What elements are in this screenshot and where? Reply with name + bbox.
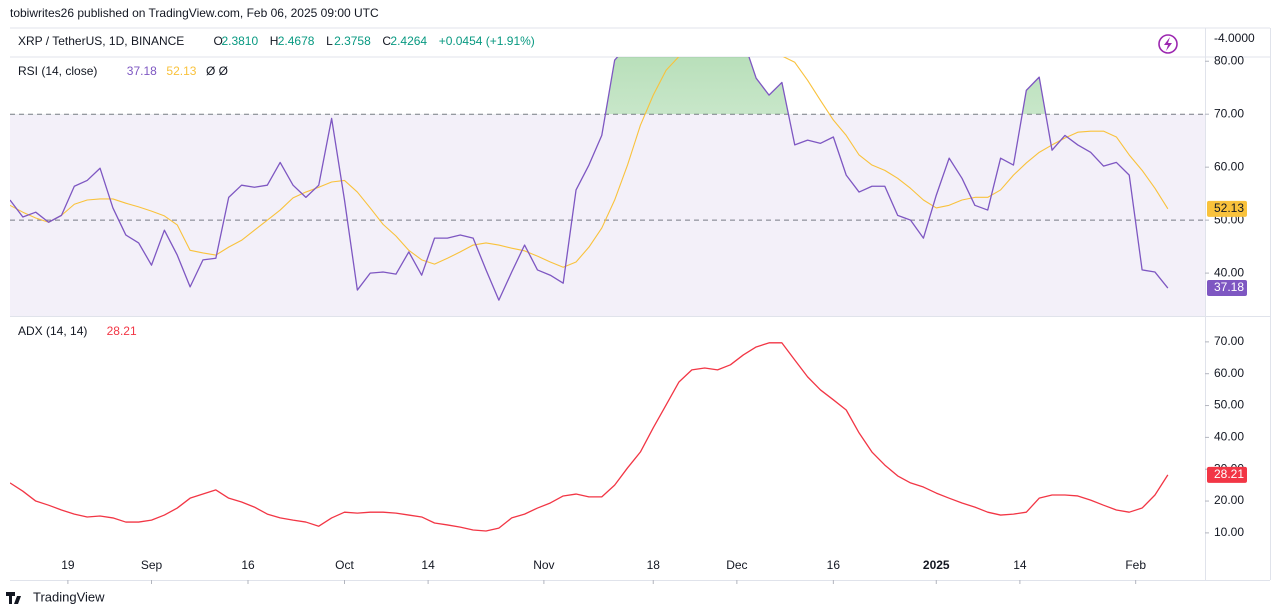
x-tick-label: 16	[241, 558, 255, 572]
pane	[10, 57, 1205, 316]
x-tick-label: Oct	[335, 558, 354, 572]
ohlc-key: O	[213, 34, 222, 48]
pane	[10, 342, 1169, 532]
x-tick-label: Sep	[141, 558, 163, 572]
indicator-title: ADX (14, 14)	[18, 324, 87, 338]
y-tick-label: 60.00	[1214, 366, 1244, 380]
ohlc-value: 2.4264	[390, 34, 427, 48]
brand-text: TradingView	[33, 589, 105, 604]
x-tick-label: Feb	[1125, 558, 1146, 572]
y-tick-label: 20.00	[1214, 493, 1244, 507]
price-axis-label: -4.0000	[1214, 31, 1255, 45]
ohlc-value: 2.3810	[221, 34, 258, 48]
alert-icon[interactable]	[1158, 34, 1178, 54]
x-tick-label: 18	[647, 558, 661, 572]
published-line: tobiwrites26 published on TradingView.co…	[10, 6, 379, 20]
x-tick-label: Nov	[533, 558, 554, 572]
y-tick-label: 80.00	[1214, 53, 1244, 67]
brand-logo[interactable]: TradingView	[6, 589, 105, 604]
last-value-box	[1207, 200, 1247, 217]
y-tick-label: 50.00	[1214, 398, 1244, 412]
x-tick-label: 2025	[923, 558, 950, 572]
ohlc-key: C	[382, 34, 391, 48]
last-value-label: 37.18	[1214, 280, 1244, 294]
y-tick-label: 10.00	[1214, 525, 1244, 539]
y-tick-label: 70.00	[1214, 334, 1244, 348]
x-tick-label: 14	[1013, 558, 1027, 572]
x-tick-label: 19	[61, 558, 75, 572]
legend-value: 28.21	[107, 324, 137, 338]
legend-symbols: Ø Ø	[206, 64, 228, 78]
ohlc-value: 2.3758	[334, 34, 371, 48]
last-value-box	[1207, 280, 1247, 297]
legend-value: 37.18	[127, 64, 157, 78]
last-value-label: 28.21	[1214, 467, 1244, 481]
symbol-name: XRP / TetherUS, 1D, BINANCE	[18, 34, 184, 48]
y-tick-label: 70.00	[1214, 106, 1244, 120]
ohlc-key: H	[270, 34, 279, 48]
legend-value: 52.13	[166, 64, 196, 78]
header-bar	[0, 0, 1281, 28]
series-line	[10, 57, 1169, 301]
x-tick-label: 16	[827, 558, 841, 572]
x-tick-label: 14	[421, 558, 435, 572]
y-tick-label: 60.00	[1214, 159, 1244, 173]
series-line	[10, 57, 1169, 268]
y-tick-label: 40.00	[1214, 265, 1244, 279]
change: +0.0454 (+1.91%)	[439, 34, 535, 48]
ohlc-key: L	[326, 34, 333, 48]
last-value-box	[1207, 466, 1247, 483]
ohlc-value: 2.4678	[278, 34, 315, 48]
series-line	[10, 342, 1169, 532]
y-tick-label: 40.00	[1214, 430, 1244, 444]
indicator-title: RSI (14, close)	[18, 64, 97, 78]
last-value-label: 52.13	[1214, 201, 1244, 215]
x-tick-label: Dec	[726, 558, 747, 572]
symbol-line: XRP / TetherUS, 1D, BINANCE O2.3810 H 2.467…	[18, 34, 535, 48]
